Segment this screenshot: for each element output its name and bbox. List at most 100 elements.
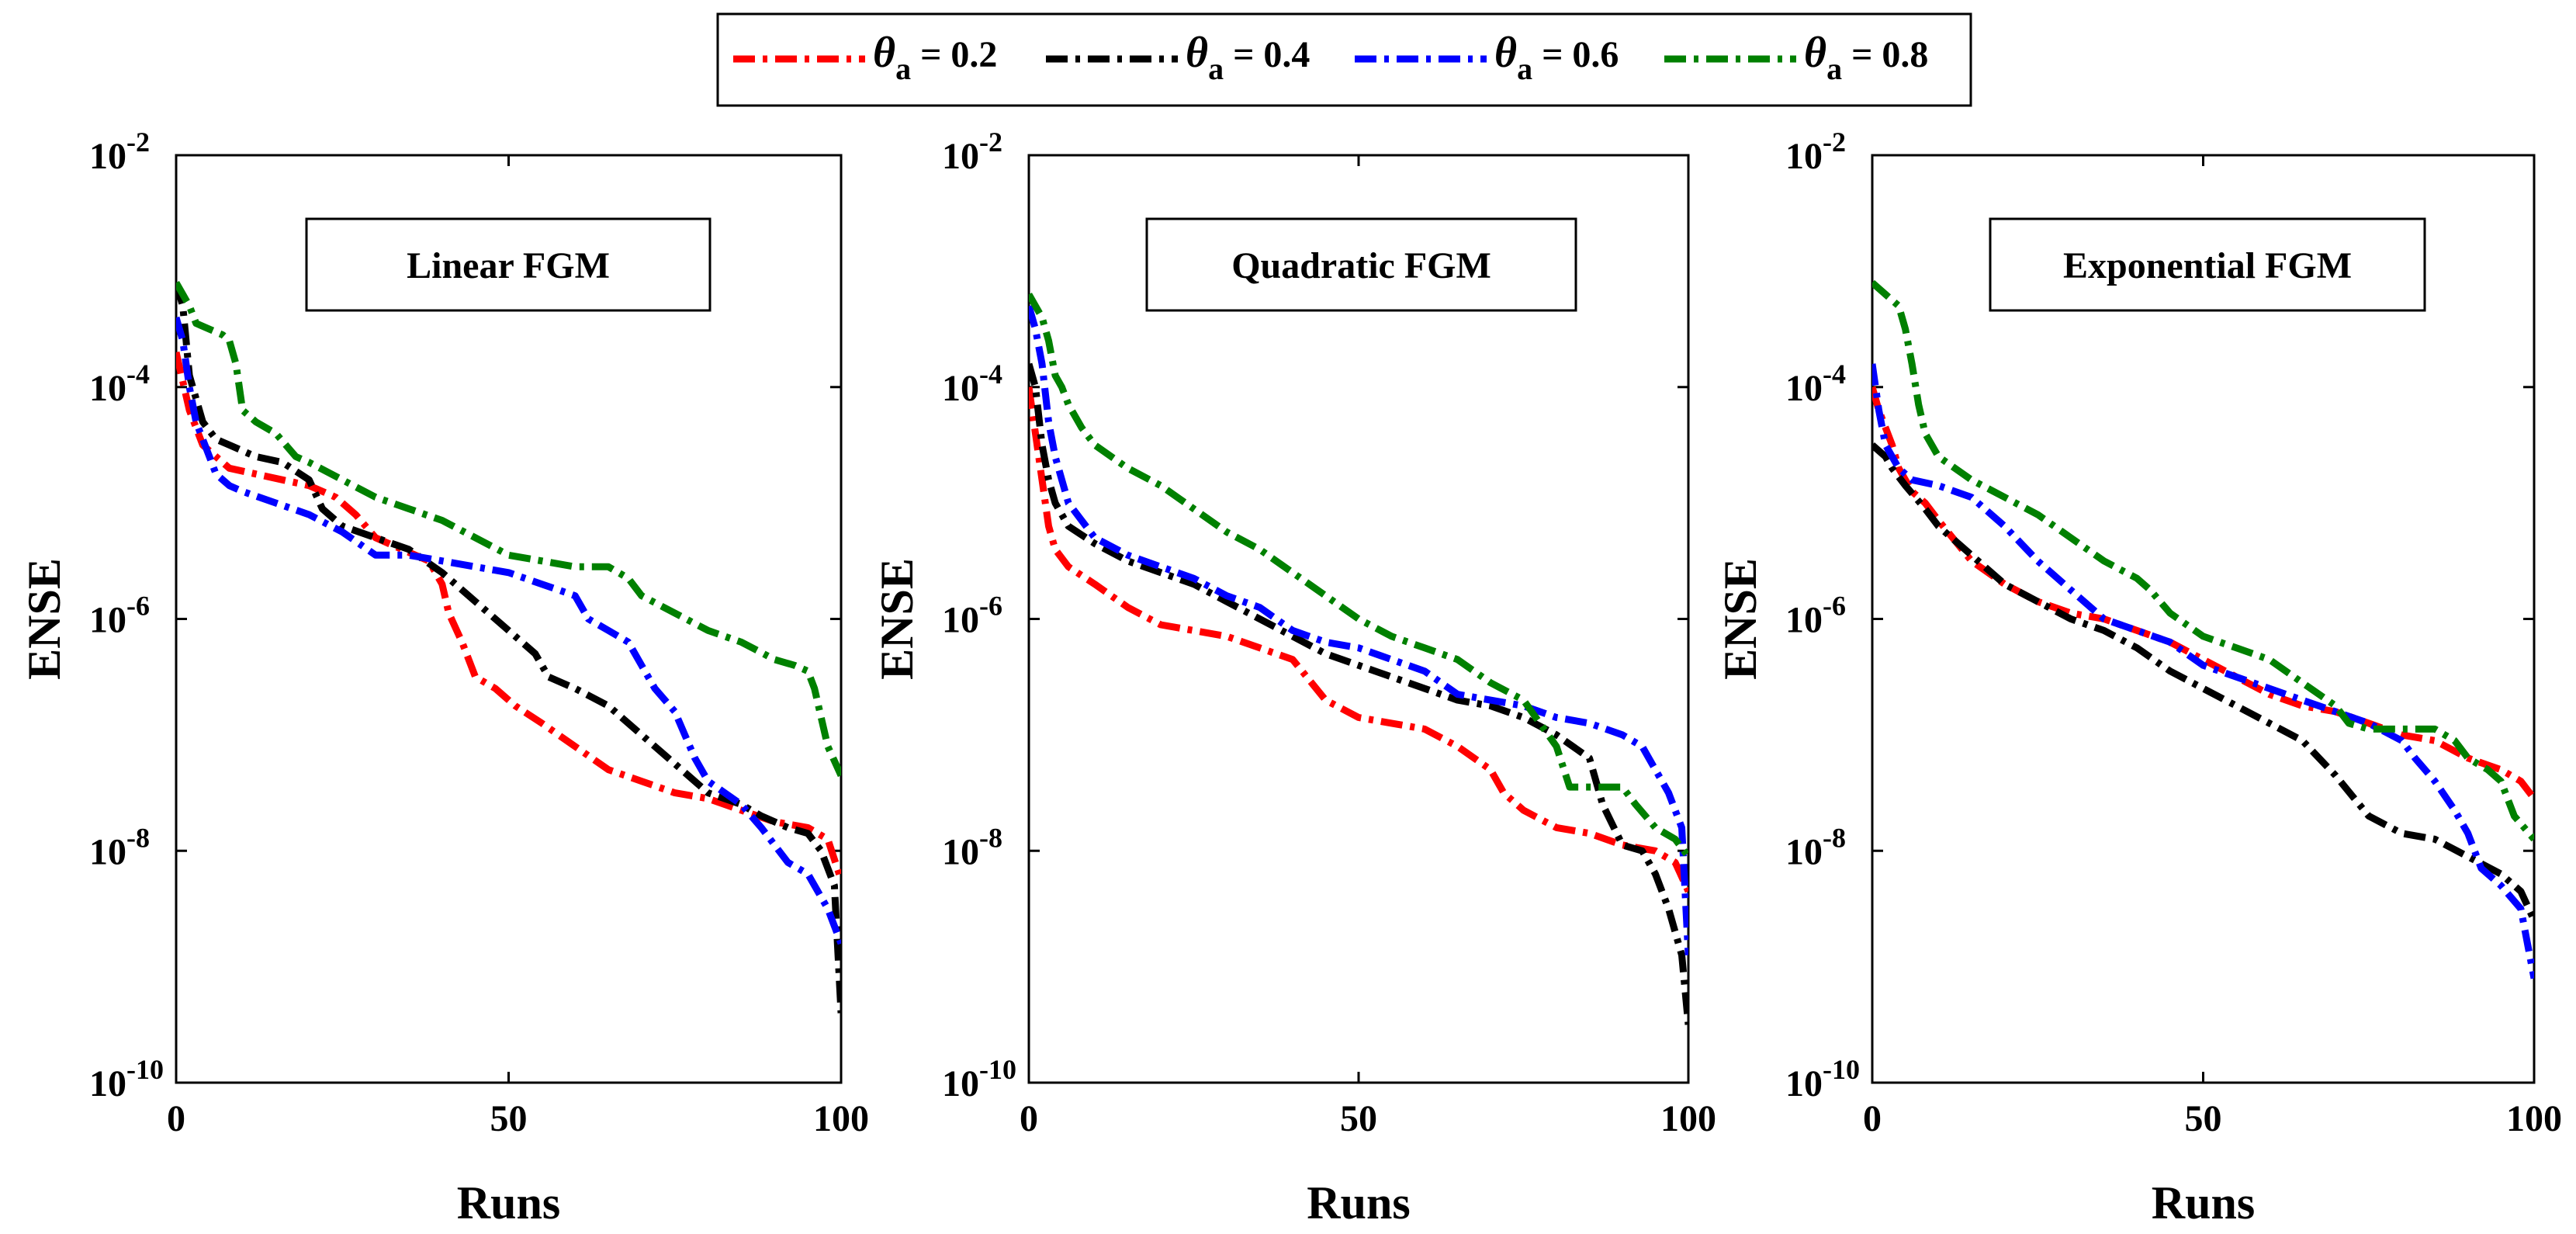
legend-label: θa = 0.8	[1804, 29, 1928, 86]
y-tick-label: 10-4	[942, 359, 1002, 409]
y-tick-label: 10-6	[1785, 591, 1846, 641]
legend-symbol: θ	[1186, 29, 1208, 77]
y-tick-exponent: -4	[126, 359, 150, 390]
x-tick-label: 100	[813, 1098, 869, 1139]
y-tick-label: 10-2	[942, 127, 1002, 177]
y-tick-label: 10-8	[1785, 822, 1846, 872]
y-tick-label: 10-10	[942, 1054, 1016, 1104]
series-line	[176, 351, 841, 881]
legend-entry: θa = 0.2	[733, 29, 997, 86]
y-axis-label: ENSE	[871, 558, 923, 680]
y-tick-base: 10	[1785, 1063, 1823, 1104]
x-tick-label: 50	[490, 1098, 528, 1139]
series-line	[1872, 363, 2534, 979]
series-line	[176, 282, 841, 1014]
y-tick-label: 10-8	[942, 822, 1002, 872]
y-tick-base: 10	[89, 831, 126, 872]
chart-panel: 10-210-410-610-810-100 50 100RunsENSEExpon…	[1715, 127, 2562, 1229]
legend-entry: θa = 0.8	[1664, 29, 1928, 86]
y-tick-exponent: -10	[126, 1054, 164, 1085]
y-tick-exponent: -2	[979, 127, 1002, 158]
panels: 10-210-410-610-810-100 50 100RunsENSELinea…	[19, 127, 2562, 1229]
x-tick-label: 100	[1660, 1098, 1716, 1139]
legend-value: = 0.4	[1224, 34, 1310, 75]
legend-entry: θa = 0.6	[1355, 29, 1619, 86]
y-tick-label: 10-10	[1785, 1054, 1860, 1104]
y-axis-label: ENSE	[19, 558, 70, 680]
chart-panel: 10-210-410-610-810-100 50 100RunsENSELinea…	[19, 127, 869, 1229]
legend-subscript: a	[1826, 51, 1842, 86]
series-line	[1872, 386, 2534, 801]
y-tick-base: 10	[942, 1063, 979, 1104]
legend-symbol: θ	[1804, 29, 1826, 77]
panel-title: Linear FGM	[407, 245, 610, 286]
panel-title: Quadratic FGM	[1231, 245, 1491, 286]
y-tick-base: 10	[89, 368, 126, 409]
legend: θa = 0.2 θa = 0.4 θa = 0.6 θa = 0.8	[716, 12, 1972, 107]
y-tick-base: 10	[1785, 831, 1823, 872]
y-tick-label: 10-2	[89, 127, 150, 177]
y-tick-base: 10	[942, 136, 979, 177]
y-tick-base: 10	[1785, 136, 1823, 177]
panel-title: Exponential FGM	[2063, 245, 2352, 286]
x-axis-label: Runs	[457, 1177, 560, 1229]
y-tick-label: 10-6	[89, 591, 150, 641]
y-tick-exponent: -4	[1823, 359, 1846, 390]
y-tick-exponent: -8	[1823, 822, 1846, 853]
series-line	[1029, 293, 1688, 859]
y-tick-exponent: -6	[979, 591, 1002, 622]
series-group	[176, 281, 841, 1014]
y-tick-exponent: -8	[126, 822, 150, 853]
x-tick-label: 0	[1020, 1098, 1038, 1139]
legend-label: θa = 0.6	[1494, 29, 1619, 86]
series-group	[1872, 279, 2534, 979]
series-line	[176, 281, 841, 778]
x-tick-label: 50	[1340, 1098, 1377, 1139]
series-line	[1029, 362, 1688, 1025]
y-tick-base: 10	[89, 600, 126, 641]
legend-label: θa = 0.4	[1186, 29, 1310, 86]
legend-symbol: θ	[1494, 29, 1517, 77]
y-tick-exponent: -10	[979, 1054, 1016, 1085]
y-axis-label: ENSE	[1715, 558, 1766, 680]
series-group	[1029, 293, 1688, 1025]
x-tick-label: 0	[167, 1098, 185, 1139]
y-tick-base: 10	[942, 600, 979, 641]
legend-subscript: a	[1208, 51, 1224, 86]
legend-value: = 0.2	[911, 34, 997, 75]
series-line	[176, 316, 841, 945]
legend-symbol: θ	[873, 29, 895, 77]
y-tick-exponent: -2	[126, 127, 150, 158]
y-tick-label: 10-6	[942, 591, 1002, 641]
panel-title-box	[1145, 217, 1577, 312]
y-tick-exponent: -6	[1823, 591, 1846, 622]
y-tick-base: 10	[942, 368, 979, 409]
y-tick-exponent: -4	[979, 359, 1002, 390]
chart-panel: 10-210-410-610-810-100 50 100RunsENSEQuadr…	[871, 127, 1716, 1229]
y-tick-exponent: -6	[126, 591, 150, 622]
y-tick-base: 10	[89, 1063, 126, 1104]
y-tick-label: 10-8	[89, 822, 150, 872]
legend-subscript: a	[1517, 51, 1532, 86]
y-tick-base: 10	[1785, 600, 1823, 641]
legend-value: = 0.8	[1842, 34, 1928, 75]
legend-subscript: a	[895, 51, 911, 86]
y-tick-label: 10-2	[1785, 127, 1846, 177]
y-tick-exponent: -8	[979, 822, 1002, 853]
series-line	[1029, 386, 1688, 893]
y-tick-label: 10-10	[89, 1054, 164, 1104]
x-tick-label: 0	[1863, 1098, 1882, 1139]
y-tick-base: 10	[89, 136, 126, 177]
y-tick-label: 10-4	[1785, 359, 1846, 409]
y-tick-base: 10	[942, 831, 979, 872]
x-axis-label: Runs	[2152, 1177, 2255, 1229]
y-tick-label: 10-4	[89, 359, 150, 409]
y-tick-exponent: -2	[1823, 127, 1846, 158]
legend-value: = 0.6	[1532, 34, 1619, 75]
legend-entry: θa = 0.4	[1046, 29, 1310, 86]
legend-label: θa = 0.2	[873, 29, 997, 86]
series-line	[1872, 442, 2534, 922]
panel-title-box	[305, 217, 712, 312]
x-tick-label: 50	[2185, 1098, 2222, 1139]
